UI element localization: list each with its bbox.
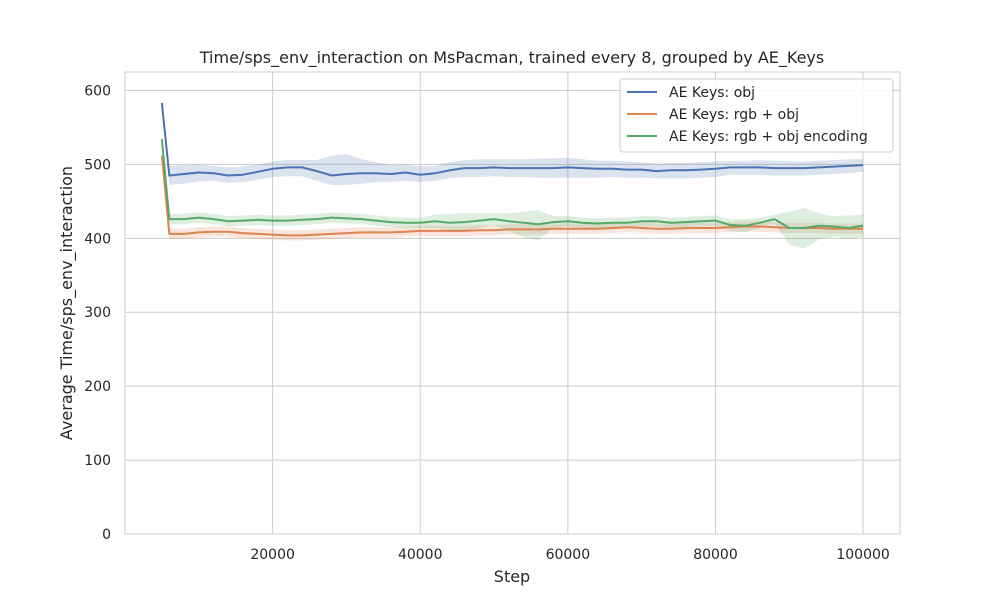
legend-label: AE Keys: rgb + obj (669, 107, 799, 123)
y-tick-label: 600 (84, 83, 111, 99)
y-tick-label: 400 (84, 231, 111, 247)
series-lines (160, 102, 864, 237)
x-axis-label: Step (494, 567, 530, 586)
x-tick-label: 40000 (398, 547, 443, 563)
y-tick-labels: 0 100 200 300 400 500 600 (84, 83, 111, 543)
grid (125, 72, 900, 535)
y-tick-label: 100 (84, 453, 111, 469)
chart-title: Time/sps_env_interaction on MsPacman, tr… (199, 48, 824, 68)
legend-label: AE Keys: obj (669, 85, 755, 101)
y-tick-label: 200 (84, 379, 111, 395)
x-tick-label: 100000 (836, 547, 889, 563)
series-3-line (160, 139, 864, 229)
y-tick-label: 500 (84, 157, 111, 173)
series-1-band (161, 97, 864, 186)
x-tick-label: 80000 (693, 547, 738, 563)
y-tick-label: 300 (84, 305, 111, 321)
y-axis-label: Average Time/sps_env_interaction (57, 166, 77, 440)
legend: AE Keys: obj AE Keys: rgb + obj AE Keys: r… (619, 78, 894, 153)
y-tick-label: 0 (102, 527, 111, 543)
legend-label: AE Keys: rgb + obj encoding (669, 129, 868, 145)
x-tick-label: 20000 (250, 547, 295, 563)
series-3-band (161, 134, 864, 249)
series-1-line (160, 102, 864, 177)
legend-box (619, 78, 894, 153)
x-tick-label: 60000 (546, 547, 591, 563)
x-tick-labels: 20000 40000 60000 80000 100000 (250, 547, 889, 563)
